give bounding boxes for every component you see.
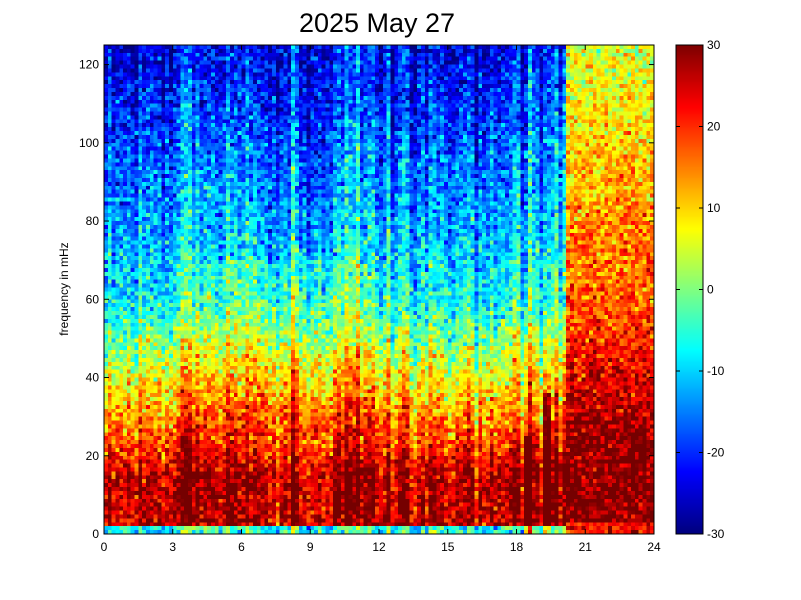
x-tick-label: 0 <box>101 540 108 554</box>
y-tick-label: 0 <box>92 527 99 541</box>
y-axis: 0 20 40 60 80 100 120 <box>79 58 654 541</box>
colorbar-tick-label: 20 <box>707 120 721 134</box>
x-tick-label: 15 <box>441 540 455 554</box>
colorbar-gradient <box>676 45 703 534</box>
spectrogram-plot: 0 3 6 9 12 15 18 21 24 0 20 40 60 80 100 120 <box>79 44 661 554</box>
y-axis-label: frequency in mHz <box>57 242 71 335</box>
x-tick-label: 6 <box>238 540 245 554</box>
x-tick-label: 9 <box>307 540 314 554</box>
x-tick-label: 24 <box>647 540 661 554</box>
colorbar-tick-label: -10 <box>707 364 725 378</box>
y-tick-label: 60 <box>86 292 100 306</box>
x-tick-label: 18 <box>510 540 524 554</box>
x-tick-label: 3 <box>169 540 176 554</box>
colorbar-axis: -30 -20 -10 0 10 20 30 <box>676 38 725 541</box>
colorbar: -30 -20 -10 0 10 20 30 <box>675 38 725 541</box>
y-tick-label: 100 <box>79 136 99 150</box>
colorbar-tick-label: -30 <box>707 527 725 541</box>
y-tick-label: 20 <box>86 449 100 463</box>
x-axis: 0 3 6 9 12 15 18 21 24 <box>101 45 661 554</box>
x-tick-label: 12 <box>372 540 386 554</box>
colorbar-tick-label: 30 <box>707 38 721 52</box>
colorbar-tick-label: -20 <box>707 446 725 460</box>
y-tick-label: 40 <box>86 371 100 385</box>
y-tick-label: 120 <box>79 58 99 72</box>
colorbar-tick-label: 0 <box>707 283 714 297</box>
colorbar-tick-label: 10 <box>707 201 721 215</box>
x-tick-label: 21 <box>579 540 593 554</box>
chart-title: 2025 May 27 <box>299 8 455 38</box>
y-tick-label: 80 <box>86 214 100 228</box>
spectrogram-heatmap <box>104 45 654 534</box>
